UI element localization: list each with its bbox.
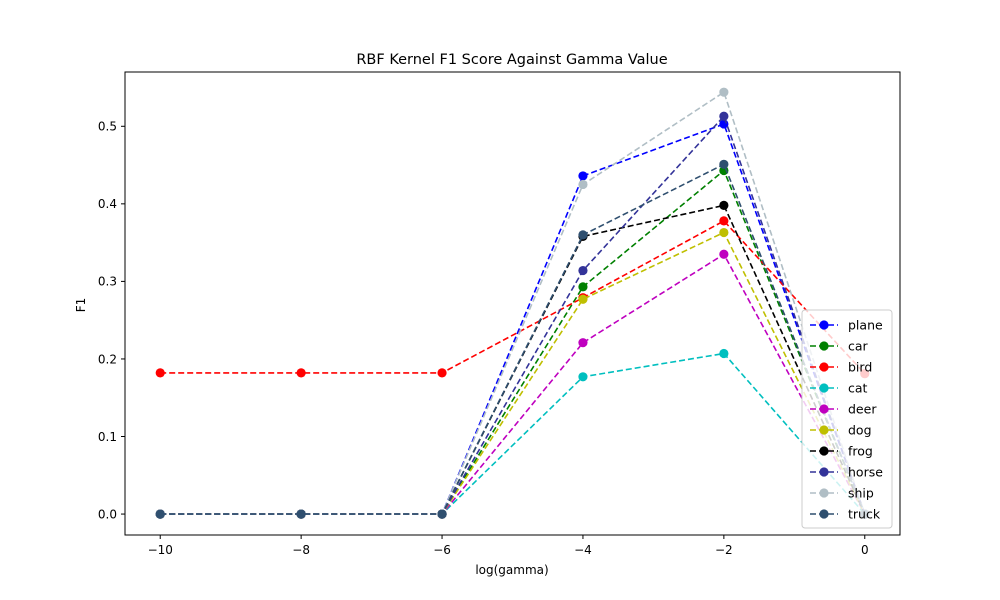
- legend-label: cat: [848, 381, 868, 396]
- data-point-dog: [719, 227, 729, 238]
- data-point-cat: [719, 348, 729, 359]
- x-tick-label: −4: [574, 543, 592, 557]
- legend-swatch-marker: [819, 446, 829, 456]
- y-tick-label: 0.3: [98, 275, 117, 289]
- series-line-bird: [160, 219, 866, 375]
- data-point-car: [578, 282, 588, 292]
- legend-swatch-marker: [819, 320, 829, 330]
- x-tick-label: 0: [861, 543, 869, 557]
- legend-swatch-marker: [819, 488, 829, 498]
- data-point-bird: [155, 368, 165, 378]
- y-tick-label: 0.2: [98, 352, 117, 366]
- data-point-truck: [155, 509, 165, 519]
- legend-swatch-marker: [819, 425, 829, 435]
- data-point-ship: [719, 87, 729, 97]
- legend-label: ship: [848, 486, 874, 501]
- data-point-plane: [578, 171, 588, 181]
- legend-label: frog: [848, 444, 873, 459]
- y-tick-label: 0.4: [98, 197, 117, 211]
- data-point-horse: [578, 265, 588, 276]
- axes-frame: [124, 71, 901, 536]
- legend-swatch-marker: [819, 341, 829, 351]
- y-tick-label: 0.5: [98, 120, 117, 134]
- data-point-frog: [719, 200, 729, 210]
- data-point-cat: [578, 372, 588, 382]
- data-point-dog: [578, 294, 588, 304]
- data-point-truck: [719, 159, 729, 169]
- data-point-ship: [578, 179, 588, 190]
- data-point-deer: [719, 249, 729, 259]
- data-point-truck: [296, 509, 306, 519]
- data-point-bird: [437, 368, 447, 378]
- legend-swatch-marker: [819, 362, 829, 372]
- x-tick-label: −8: [292, 543, 310, 557]
- data-point-horse: [719, 111, 729, 121]
- data-point-bird: [296, 368, 306, 378]
- legend-box: [801, 309, 893, 529]
- x-tick-label: −10: [148, 543, 173, 557]
- y-axis: 0.0 0.1 0.2 0.3 0.4 0.5: [98, 120, 125, 521]
- legend-swatch-marker: [819, 509, 829, 519]
- legend-swatch-marker: [819, 467, 829, 477]
- legend-label: car: [848, 339, 869, 354]
- x-axis-title: log(gamma): [475, 563, 548, 577]
- x-tick-label: −2: [715, 543, 733, 557]
- data-point-truck: [578, 230, 588, 240]
- legend-label: truck: [848, 507, 881, 522]
- legend-label: bird: [848, 360, 872, 375]
- data-point-bird: [719, 216, 729, 226]
- data-point-deer: [578, 338, 588, 348]
- series-line-truck: [160, 163, 866, 515]
- legend-label: dog: [848, 423, 872, 438]
- x-axis: −10 −8 −6 −4 −2 0: [148, 535, 869, 557]
- data-point-truck: [437, 509, 447, 519]
- legend-swatch-marker: [819, 404, 829, 414]
- legend-label: horse: [848, 465, 883, 480]
- x-tick-label: −6: [433, 543, 451, 557]
- chart-title: RBF Kernel F1 Score Against Gamma Value: [356, 52, 667, 68]
- legend: plane car bird cat deer dog frog horse ship truck: [801, 309, 893, 529]
- y-axis-title: F1: [74, 298, 88, 313]
- legend-label: plane: [848, 318, 883, 333]
- y-tick-label: 0.1: [98, 430, 117, 444]
- y-tick-label: 0.0: [98, 507, 117, 521]
- legend-swatch-marker: [819, 383, 829, 393]
- legend-label: deer: [848, 402, 877, 417]
